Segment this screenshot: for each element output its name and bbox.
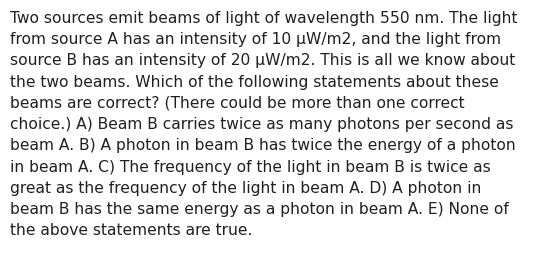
Text: Two sources emit beams of light of wavelength 550 nm. The light
from source A ha: Two sources emit beams of light of wavel… (10, 11, 517, 238)
